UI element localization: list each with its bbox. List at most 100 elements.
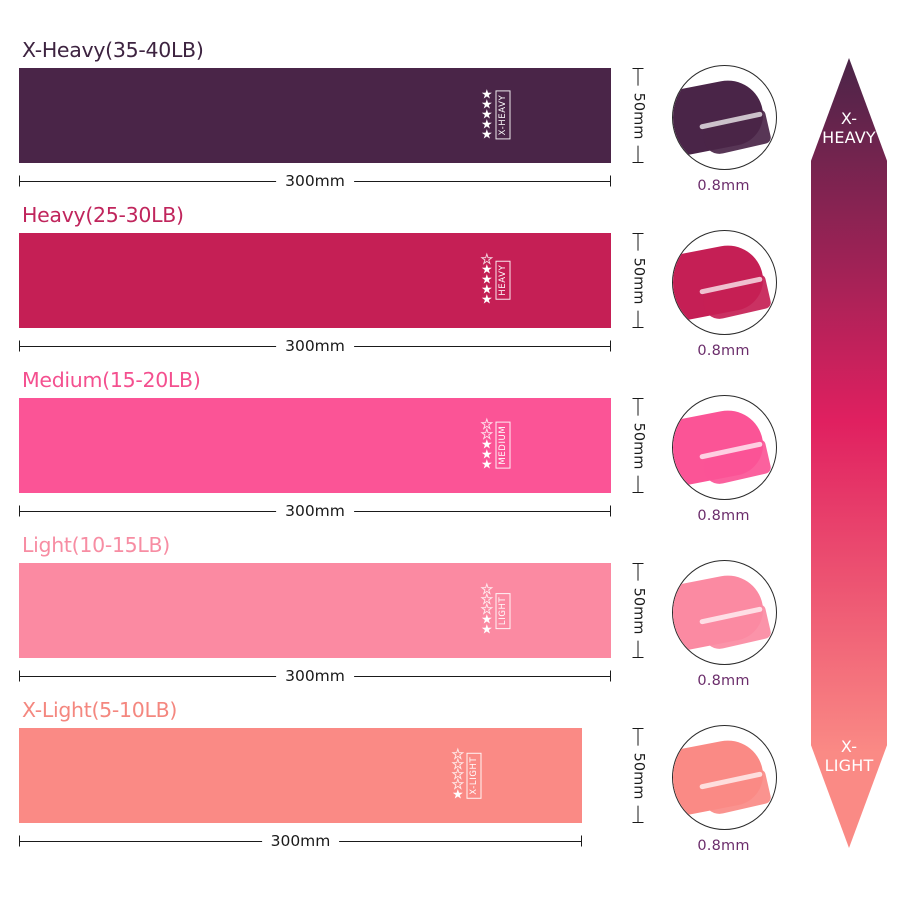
band-mark-heavy: ★ ★ ★ ★ ★ HEAVY [481,253,511,308]
length-dimension-medium: 300mm [19,501,611,521]
dimension-cap-right [610,670,611,682]
thickness-inset-circle-heavy [672,230,777,335]
thickness-label-heavy: 0.8mm [697,343,750,359]
resistance-band-x-light: ★ ★ ★ ★ ★ X-LIGHT [19,728,582,823]
thickness-label-x-light: 0.8mm [697,838,750,854]
star-outline-icon: ★ [481,592,494,608]
star-filled-icon: ★ [481,272,493,288]
resistance-band-heavy: ★ ★ ★ ★ ★ HEAVY [19,233,611,328]
length-dimension-x-light: 300mm [19,831,582,851]
dimension-cap-left [19,175,20,187]
dimension-cap-right [610,340,611,352]
intensity-gradient-arrow: X- HEAVY X- LIGHT [811,58,887,848]
resistance-band-x-heavy: ★ ★ ★ ★ ★ X-HEAVY [19,68,611,163]
thickness-inset-circle-x-heavy [672,65,777,170]
band-title-x-heavy: X-Heavy(35-40LB) [22,38,204,62]
bands-column: X-Heavy(35-40LB) ★ ★ ★ ★ ★ X-HEAVY 300mm 50mm Hea… [19,38,649,851]
thickness-label-light: 0.8mm [697,673,750,689]
thickness-inset-light: 0.8mm [672,560,777,689]
dimension-cap-left [19,670,20,682]
arrow-label-bottom: X- LIGHT [811,737,887,776]
star-outline-icon: ★ [481,417,494,433]
dimension-cap-bottom [632,657,644,658]
thickness-inset-circle-medium [672,395,777,500]
arrow-label-top-line2: HEAVY [822,127,876,147]
star-filled-icon: ★ [481,292,493,308]
thickness-inset-circle-light [672,560,777,665]
star-filled-icon: ★ [481,282,493,298]
dimension-cap-bottom [632,822,644,823]
star-filled-icon: ★ [481,457,493,473]
arrow-label-bottom-line1: X- [840,737,858,757]
band-name-plate-x-light: X-LIGHT [466,752,482,799]
band-name-plate-medium: MEDIUM [495,422,511,469]
dimension-cap-bottom [632,492,644,493]
length-dimension-label-x-heavy: 300mm [276,172,354,190]
band-title-medium: Medium(15-20LB) [22,368,201,392]
star-filled-icon: ★ [481,107,493,123]
star-rating-heavy: ★ ★ ★ ★ ★ [481,253,494,308]
dimension-cap-top [632,68,644,69]
star-rating-x-light: ★ ★ ★ ★ ★ [452,747,465,803]
band-title-x-light: X-Light(5-10LB) [22,698,178,722]
length-dimension-label-medium: 300mm [276,502,354,520]
length-dimension-label-x-light: 300mm [261,832,340,850]
band-name-plate-x-heavy: X-HEAVY [495,91,511,140]
thickness-label-x-heavy: 0.8mm [697,178,750,194]
length-dimension-heavy: 300mm [19,336,611,356]
thickness-inset-medium: 0.8mm [672,395,777,524]
band-mark-x-light: ★ ★ ★ ★ ★ X-LIGHT [452,747,482,803]
length-dimension-light: 300mm [19,666,611,686]
star-filled-icon: ★ [481,117,493,133]
star-outline-icon: ★ [452,767,465,783]
star-outline-icon: ★ [452,757,465,773]
thickness-inset-circle-x-light [672,725,777,830]
dimension-cap-right [610,175,611,187]
dimension-cap-right [581,835,582,847]
thickness-inset-x-light: 0.8mm [672,725,777,854]
length-dimension-label-heavy: 300mm [276,337,354,355]
height-dimension-x-light: 50mm [627,728,649,823]
star-filled-icon: ★ [452,787,464,803]
height-dimension-label-medium: 50mm [630,415,646,476]
length-dimension-x-heavy: 300mm [19,171,611,191]
arrow-shape [811,58,887,848]
thickness-inset-heavy: 0.8mm [672,230,777,359]
band-name-plate-light: LIGHT [495,592,511,629]
star-outline-icon: ★ [452,747,465,763]
star-filled-icon: ★ [481,127,493,143]
dimension-cap-top [632,728,644,729]
band-title-heavy: Heavy(25-30LB) [22,203,184,227]
height-dimension-medium: 50mm [627,398,649,493]
height-dimension-label-x-heavy: 50mm [630,85,646,146]
thickness-inset-x-heavy: 0.8mm [672,65,777,194]
star-filled-icon: ★ [481,87,493,103]
star-filled-icon: ★ [481,612,493,628]
length-dimension-label-light: 300mm [276,667,354,685]
star-outline-icon: ★ [481,582,494,598]
height-dimension-label-heavy: 50mm [630,250,646,311]
star-rating-light: ★ ★ ★ ★ ★ [481,582,494,637]
star-rating-medium: ★ ★ ★ ★ ★ [481,417,494,473]
dimension-cap-left [19,835,20,847]
star-filled-icon: ★ [481,262,493,278]
height-dimension-label-light: 50mm [630,580,646,641]
thickness-label-medium: 0.8mm [697,508,750,524]
dimension-cap-right [610,505,611,517]
star-rating-x-heavy: ★ ★ ★ ★ ★ [481,87,493,143]
arrow-label-top-line1: X- [840,109,858,128]
dimension-cap-left [19,340,20,352]
star-outline-icon: ★ [481,602,494,618]
band-title-light: Light(10-15LB) [22,533,171,557]
dimension-cap-bottom [632,327,644,328]
resistance-band-medium: ★ ★ ★ ★ ★ MEDIUM [19,398,611,493]
star-outline-icon: ★ [481,427,494,443]
band-mark-light: ★ ★ ★ ★ ★ LIGHT [481,582,511,637]
height-dimension-heavy: 50mm [627,233,649,328]
star-filled-icon: ★ [481,447,493,463]
band-mark-x-heavy: ★ ★ ★ ★ ★ X-HEAVY [481,87,511,143]
height-dimension-light: 50mm [627,563,649,658]
arrow-label-bottom-line2: LIGHT [824,756,874,776]
dimension-cap-top [632,398,644,399]
arrow-label-top: X- HEAVY [811,109,887,148]
